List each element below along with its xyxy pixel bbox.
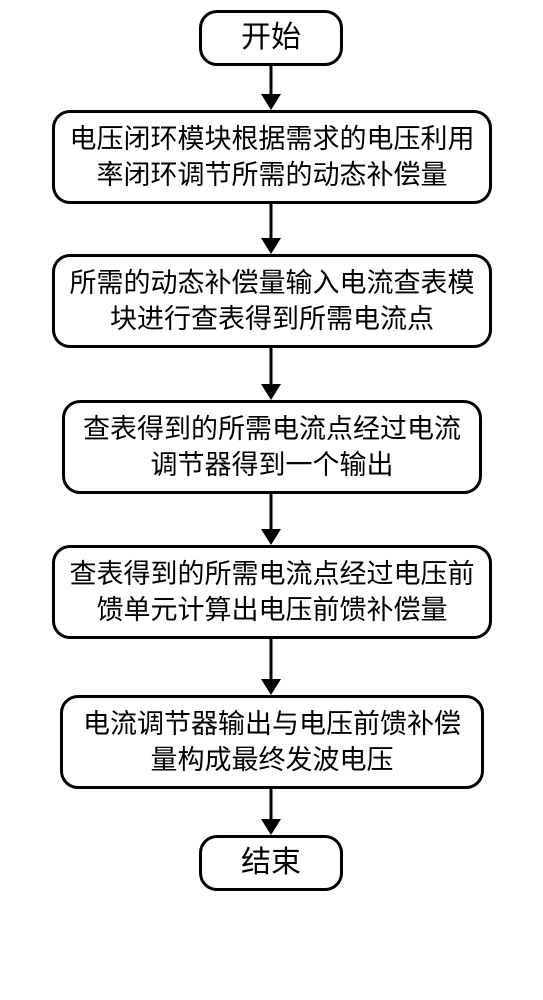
flow-step-4: 查表得到的所需电流点经过电压前馈单元计算出电压前馈补偿量: [52, 545, 492, 639]
flow-step-1-text: 电压闭环模块根据需求的电压利用率闭环调节所需的动态补偿量: [69, 121, 475, 194]
flow-step-1: 电压闭环模块根据需求的电压利用率闭环调节所需的动态补偿量: [52, 110, 492, 204]
flow-start-text: 开始: [241, 18, 301, 59]
arrow-1: [258, 66, 284, 110]
flow-step-3-text: 查表得到的所需电流点经过电流调节器得到一个输出: [79, 411, 465, 484]
flow-end-text: 结束: [241, 843, 301, 884]
flow-start: 开始: [199, 10, 343, 66]
arrow-3: [258, 348, 284, 400]
flowchart-canvas: 开始 电压闭环模块根据需求的电压利用率闭环调节所需的动态补偿量 所需的动态补偿量…: [0, 0, 543, 1000]
flow-step-2-text: 所需的动态补偿量输入电流查表模块进行查表得到所需电流点: [69, 265, 475, 338]
arrow-5: [258, 639, 284, 695]
flow-step-3: 查表得到的所需电流点经过电流调节器得到一个输出: [62, 400, 482, 494]
flow-step-2: 所需的动态补偿量输入电流查表模块进行查表得到所需电流点: [52, 254, 492, 348]
flow-step-5-text: 电流调节器输出与电压前馈补偿量构成最终发波电压: [77, 706, 467, 779]
arrow-2: [258, 204, 284, 254]
arrow-4: [258, 494, 284, 545]
flow-end: 结束: [199, 835, 343, 891]
arrow-6: [258, 789, 284, 835]
flow-step-4-text: 查表得到的所需电流点经过电压前馈单元计算出电压前馈补偿量: [69, 556, 475, 629]
flow-step-5: 电流调节器输出与电压前馈补偿量构成最终发波电压: [60, 695, 484, 789]
